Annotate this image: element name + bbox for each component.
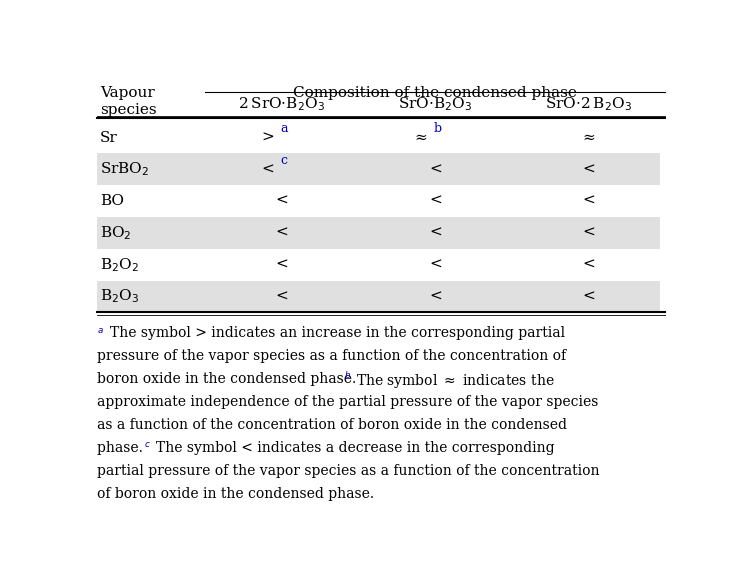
Text: b: b [434, 122, 442, 135]
Text: B$_2$O$_2$: B$_2$O$_2$ [100, 256, 139, 273]
Text: <: < [429, 162, 442, 176]
Text: <: < [582, 289, 595, 304]
Text: pressure of the vapor species as a function of the concentration of: pressure of the vapor species as a funct… [97, 350, 567, 363]
Text: $^{a}$: $^{a}$ [97, 327, 104, 339]
Text: boron oxide in the condensed phase.: boron oxide in the condensed phase. [97, 372, 361, 386]
Text: <: < [582, 162, 595, 176]
Text: BO$_2$: BO$_2$ [100, 224, 132, 242]
Text: partial pressure of the vapor species as a function of the concentration: partial pressure of the vapor species as… [97, 464, 600, 478]
Text: $^{c}$: $^{c}$ [144, 441, 151, 454]
Text: <: < [276, 194, 288, 208]
Text: SrO$\cdot$2 B$_2$O$_3$: SrO$\cdot$2 B$_2$O$_3$ [545, 95, 632, 113]
Text: <: < [276, 258, 288, 272]
Text: as a function of the concentration of boron oxide in the condensed: as a function of the concentration of bo… [97, 418, 567, 432]
Text: <: < [582, 194, 595, 208]
Text: Composition of the condensed phase: Composition of the condensed phase [293, 87, 578, 100]
Text: Vapour
species: Vapour species [100, 87, 157, 117]
FancyBboxPatch shape [97, 217, 666, 249]
FancyBboxPatch shape [97, 154, 666, 185]
Text: <: < [429, 226, 442, 240]
Text: B$_2$O$_3$: B$_2$O$_3$ [100, 288, 139, 305]
Text: <: < [582, 226, 595, 240]
Text: 2 SrO$\cdot$B$_2$O$_3$: 2 SrO$\cdot$B$_2$O$_3$ [238, 95, 325, 113]
Text: <: < [262, 162, 274, 176]
Text: >: > [262, 131, 274, 144]
Text: a: a [280, 122, 288, 135]
Text: SrBO$_2$: SrBO$_2$ [100, 160, 150, 178]
Text: phase.: phase. [97, 441, 147, 455]
Text: <: < [276, 226, 288, 240]
Text: BO: BO [100, 194, 124, 208]
Text: ≈: ≈ [415, 131, 427, 144]
Text: <: < [276, 289, 288, 304]
FancyBboxPatch shape [97, 281, 666, 312]
Text: <: < [429, 258, 442, 272]
Text: $^{b}$: $^{b}$ [345, 372, 352, 385]
Text: Sr: Sr [100, 131, 118, 144]
Text: The symbol $\approx$ indicates the: The symbol $\approx$ indicates the [356, 372, 555, 390]
Text: The symbol < indicates a decrease in the corresponding: The symbol < indicates a decrease in the… [156, 441, 555, 455]
Text: <: < [429, 289, 442, 304]
Text: SrO$\cdot$B$_2$O$_3$: SrO$\cdot$B$_2$O$_3$ [398, 95, 473, 113]
Text: <: < [582, 258, 595, 272]
Text: of boron oxide in the condensed phase.: of boron oxide in the condensed phase. [97, 487, 375, 501]
Text: The symbol > indicates an increase in the corresponding partial: The symbol > indicates an increase in th… [111, 327, 565, 340]
Text: c: c [280, 154, 287, 167]
Text: <: < [429, 194, 442, 208]
Text: ≈: ≈ [582, 131, 595, 144]
Text: approximate independence of the partial pressure of the vapor species: approximate independence of the partial … [97, 395, 599, 409]
